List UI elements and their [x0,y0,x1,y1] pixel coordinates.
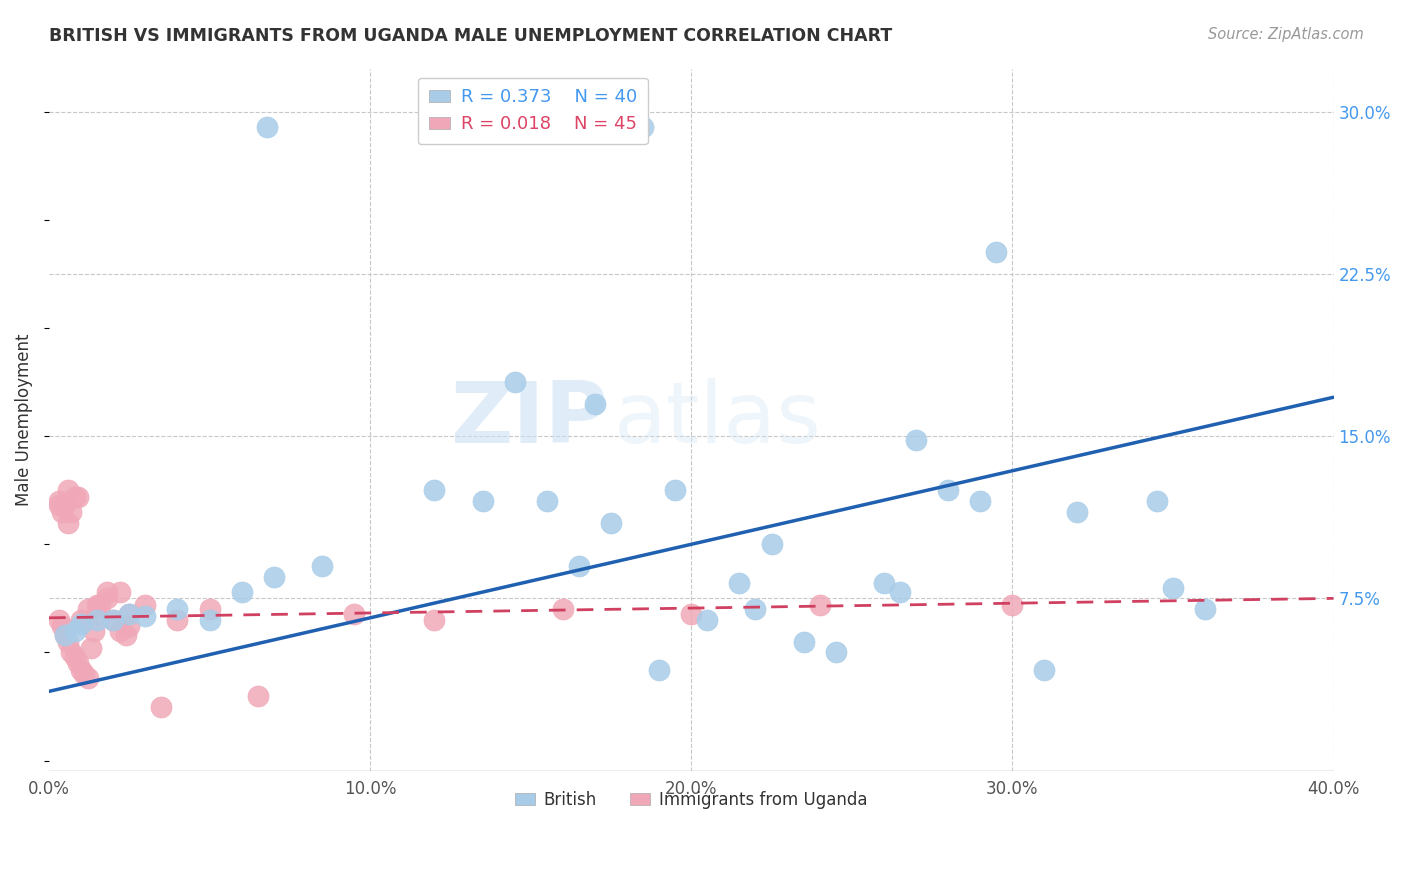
Point [134,598,156,612]
Point [263,570,285,584]
Point [969,494,991,508]
Point [648,663,671,677]
Point [1161,581,1184,595]
Point [58,483,80,498]
Point [86,607,108,621]
Point [728,576,751,591]
Point [96,591,118,606]
Point [51,619,73,633]
Point [343,607,366,621]
Point [70,617,93,632]
Point [70,613,93,627]
Point [58,634,80,648]
Point [1194,602,1216,616]
Y-axis label: Male Unemployment: Male Unemployment [15,334,32,506]
Point [583,397,606,411]
Point [503,375,526,389]
Point [76,602,98,616]
Point [166,613,188,627]
Point [63,490,86,504]
Point [83,624,105,638]
Point [80,641,103,656]
Point [89,598,111,612]
Point [166,602,188,616]
Point [231,585,253,599]
Point [256,120,278,134]
Point [118,607,141,621]
Point [76,672,98,686]
Point [905,434,928,448]
Point [568,558,591,573]
Point [808,598,831,612]
Point [873,576,896,591]
Point [696,613,718,627]
Point [51,505,73,519]
Point [86,613,108,627]
Point [60,645,83,659]
Point [73,667,96,681]
Point [1146,494,1168,508]
Point [1033,663,1056,677]
Point [198,613,221,627]
Text: Source: ZipAtlas.com: Source: ZipAtlas.com [1208,27,1364,42]
Point [60,505,83,519]
Point [53,628,76,642]
Point [53,499,76,513]
Point [48,499,70,513]
Point [115,628,138,642]
Point [134,608,156,623]
Point [681,607,703,621]
Point [70,663,93,677]
Point [824,645,846,659]
Text: BRITISH VS IMMIGRANTS FROM UGANDA MALE UNEMPLOYMENT CORRELATION CHART: BRITISH VS IMMIGRANTS FROM UGANDA MALE U… [49,27,893,45]
Point [66,490,89,504]
Point [103,613,125,627]
Point [311,558,333,573]
Point [118,607,141,621]
Text: atlas: atlas [614,378,823,461]
Point [58,516,80,530]
Point [246,689,269,703]
Point [631,120,654,134]
Legend: British, Immigrants from Uganda: British, Immigrants from Uganda [509,784,873,816]
Point [86,598,108,612]
Point [551,602,574,616]
Point [108,585,131,599]
Point [423,483,446,498]
Point [889,585,911,599]
Point [936,483,959,498]
Point [761,537,783,551]
Point [198,602,221,616]
Point [63,624,86,638]
Point [66,657,89,671]
Point [986,245,1008,260]
Point [536,494,558,508]
Point [150,699,173,714]
Point [793,634,815,648]
Point [48,494,70,508]
Point [600,516,623,530]
Point [1001,598,1024,612]
Point [471,494,494,508]
Point [96,585,118,599]
Text: ZIP: ZIP [450,378,607,461]
Point [48,613,70,627]
Point [103,613,125,627]
Point [53,628,76,642]
Point [664,483,686,498]
Point [423,613,446,627]
Point [63,649,86,664]
Point [118,619,141,633]
Point [108,624,131,638]
Point [744,602,766,616]
Point [1066,505,1088,519]
